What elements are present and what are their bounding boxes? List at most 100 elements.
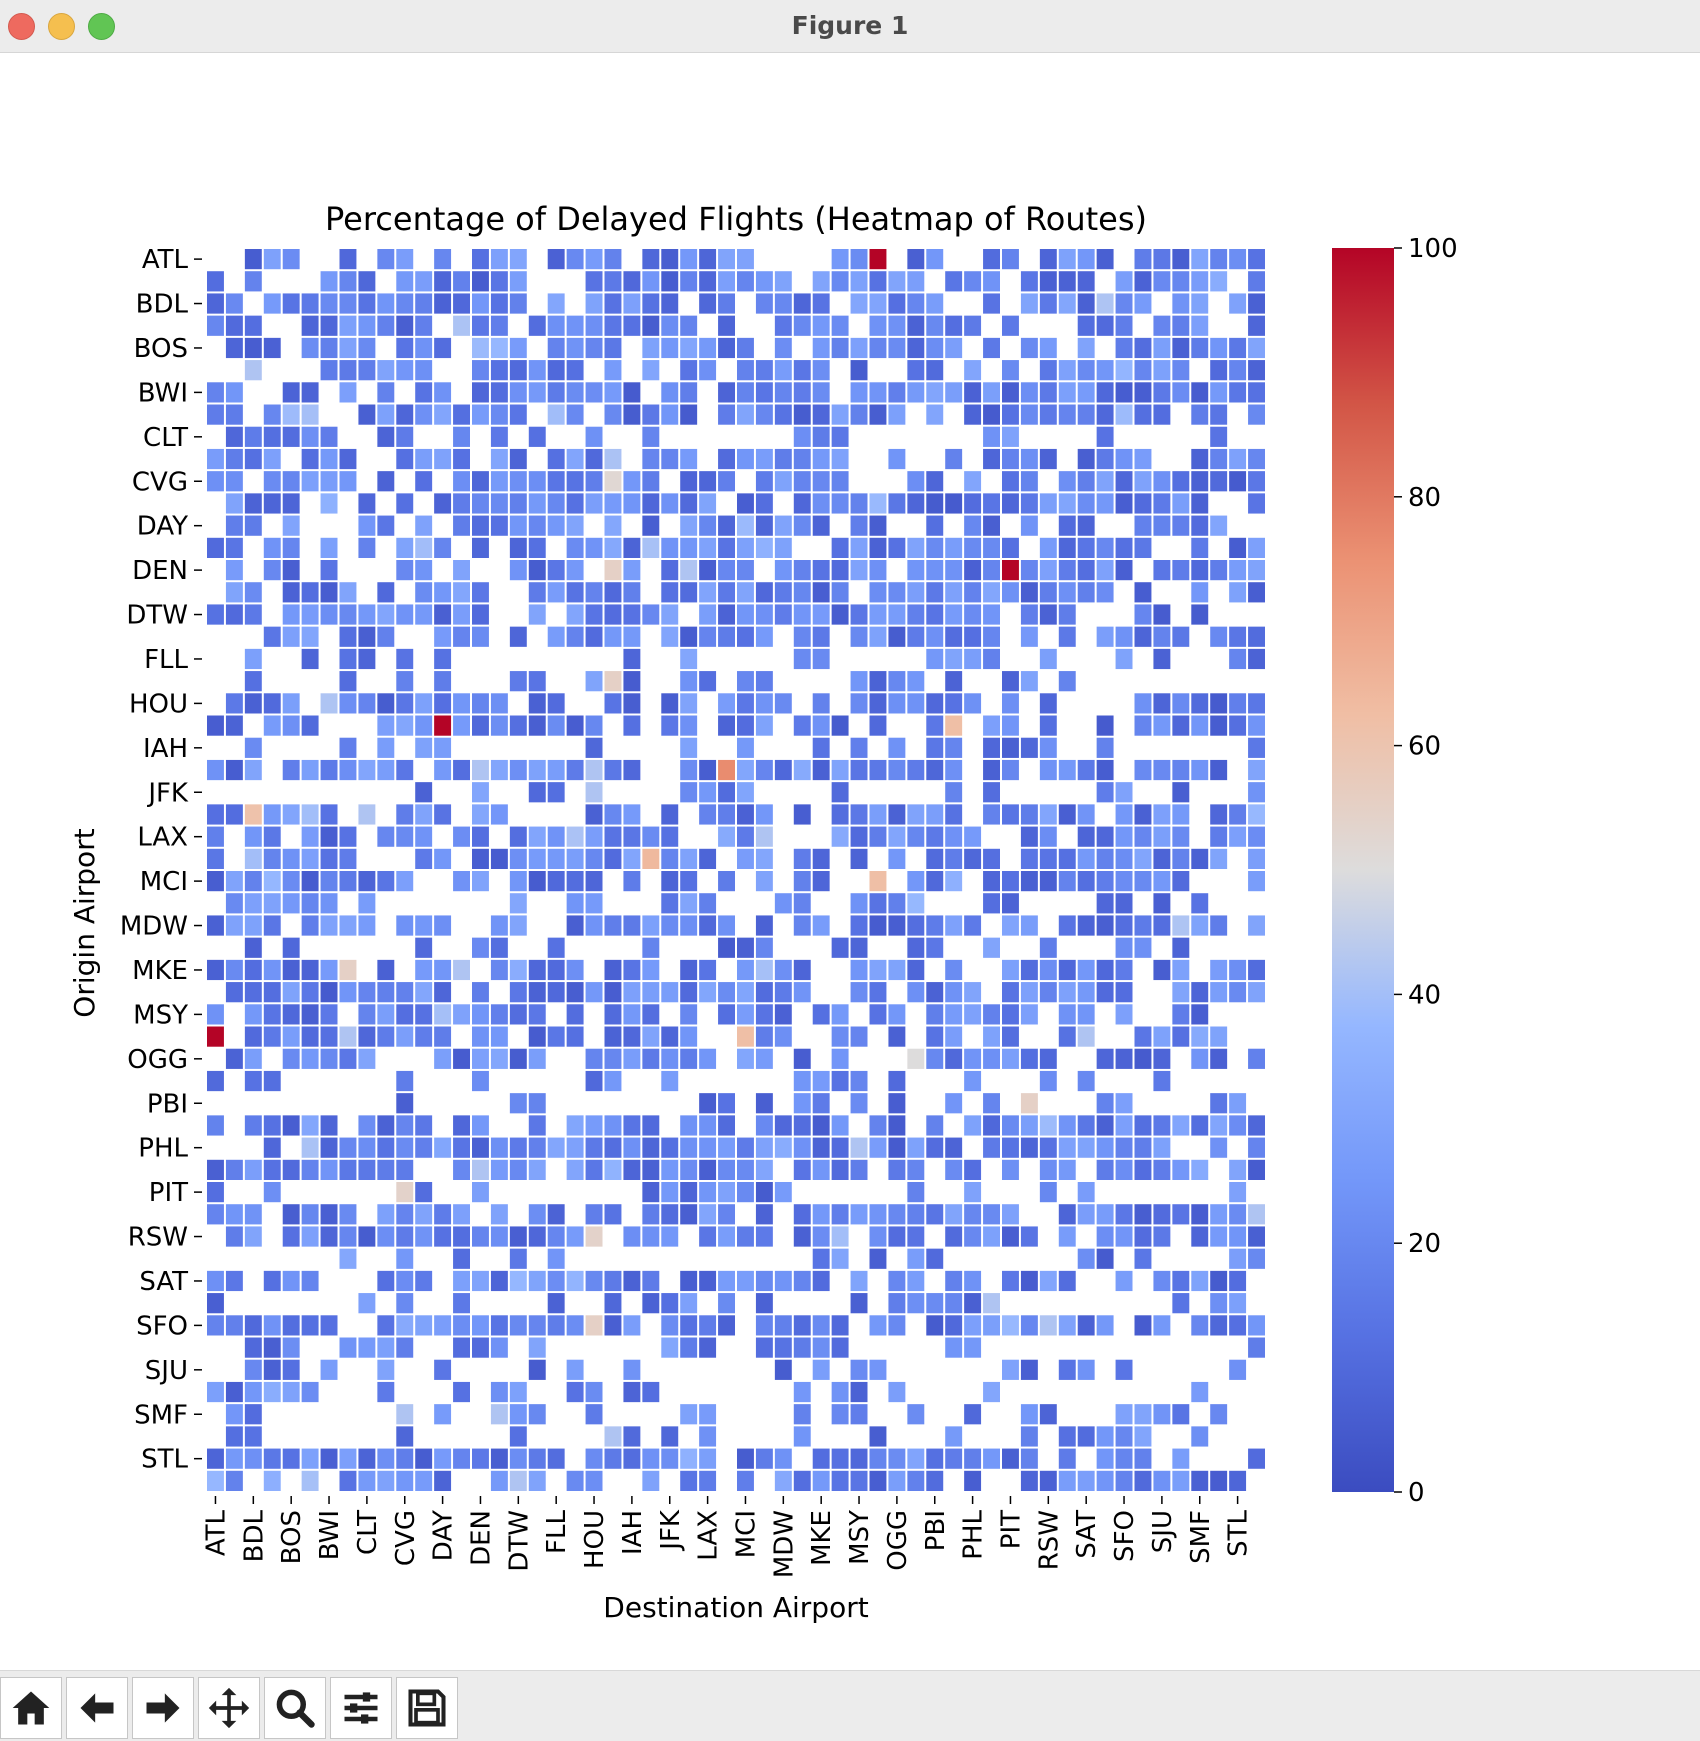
heatmap-cell [282, 1381, 300, 1403]
heatmap-cell [1115, 959, 1133, 981]
heatmap-cell [888, 1270, 906, 1292]
heatmap-cell [1134, 493, 1152, 514]
heatmap-cell [1077, 959, 1095, 981]
y-tick-label: ATL [142, 245, 189, 275]
heatmap-cell [1020, 448, 1038, 470]
heatmap-cell [1172, 1004, 1190, 1025]
heatmap-cell [907, 804, 925, 825]
heatmap-cell [812, 1470, 830, 1491]
heatmap-cell [737, 493, 754, 514]
heatmap-cell [207, 715, 224, 736]
heatmap-cell [1039, 271, 1057, 292]
heatmap-cell [680, 1293, 698, 1314]
heatmap-cell [547, 1293, 565, 1314]
heatmap-cell [263, 493, 281, 514]
heatmap-cell [509, 1404, 527, 1425]
heatmap-cell [831, 471, 849, 492]
heatmap-cell [1077, 804, 1095, 825]
heatmap-cell [1210, 759, 1228, 781]
heatmap-cell [1096, 759, 1114, 781]
forward-button[interactable] [132, 1677, 194, 1739]
heatmap-cell [604, 582, 622, 603]
heatmap-cell [888, 959, 906, 981]
heatmap-cell [1248, 271, 1265, 292]
heatmap-cell [1248, 448, 1265, 470]
heatmap-cell [358, 648, 376, 670]
heatmap-cell [1002, 1004, 1019, 1025]
heatmap-cell [680, 1048, 698, 1069]
heatmap-cell [339, 871, 357, 892]
heatmap-cell [623, 626, 641, 647]
heatmap-cell [1077, 249, 1095, 270]
heatmap-cell [907, 337, 925, 359]
close-window-button[interactable] [8, 13, 35, 40]
heatmap-cell [396, 537, 414, 558]
back-button[interactable] [66, 1677, 128, 1739]
heatmap-cell [509, 1048, 527, 1069]
heatmap-cell [661, 315, 679, 336]
heatmap-cell [964, 1470, 982, 1491]
heatmap-cell [1248, 1137, 1265, 1158]
heatmap-cell [945, 715, 963, 736]
heatmap-cell [604, 826, 622, 847]
heatmap-cell [642, 1270, 660, 1292]
heatmap-cell [263, 471, 281, 492]
heatmap-cell [490, 337, 508, 359]
heatmap-cell [320, 315, 338, 336]
heatmap-cell [1248, 1204, 1265, 1225]
minimize-window-button[interactable] [48, 13, 75, 40]
heatmap-cell [718, 1115, 735, 1136]
heatmap-cell [263, 1337, 281, 1358]
zoom-button[interactable] [264, 1677, 326, 1739]
heatmap-cell [869, 271, 887, 292]
heatmap-cell [339, 249, 357, 270]
configure-subplots-button[interactable] [330, 1677, 392, 1739]
heatmap-cell [263, 715, 281, 736]
heatmap-cell [490, 1159, 508, 1180]
pan-button[interactable] [198, 1677, 260, 1739]
heatmap-cell [793, 848, 811, 869]
heatmap-cell [1096, 1426, 1114, 1447]
heatmap-cell [1210, 515, 1228, 536]
heatmap-cell [888, 693, 906, 714]
heatmap-cell [755, 1337, 773, 1358]
x-tick-label: MCI [731, 1510, 761, 1558]
heatmap-cell [1002, 1359, 1019, 1380]
heatmap-cell [566, 1359, 584, 1380]
x-tick-label: PBI [921, 1510, 951, 1551]
heatmap-cell [1172, 804, 1190, 825]
heatmap-cell [1096, 249, 1114, 270]
heatmap-cell [1191, 537, 1209, 558]
heatmap-cell [1153, 471, 1171, 492]
heatmap-cell [207, 404, 224, 425]
home-button[interactable] [0, 1677, 62, 1739]
heatmap-cell [604, 360, 622, 381]
heatmap-cell [490, 915, 508, 936]
heatmap-cell [812, 404, 830, 425]
heatmap-cell [1115, 537, 1133, 558]
heatmap-cell [509, 1315, 527, 1336]
heatmap-cell [964, 1270, 982, 1292]
heatmap-cell [850, 360, 868, 381]
heatmap-cell [1002, 1159, 1019, 1180]
heatmap-cell [434, 448, 452, 470]
heatmap-cell [964, 471, 982, 492]
heatmap-cell [566, 915, 584, 936]
heatmap-cell [623, 1226, 641, 1247]
heatmap-cell [509, 893, 527, 914]
heatmap-cell [661, 848, 679, 869]
heatmap-cell [396, 448, 414, 470]
heatmap-cell [472, 249, 489, 270]
heatmap-cell [207, 1270, 224, 1292]
heatmap-cell [680, 982, 698, 1003]
heatmap-cell [945, 382, 963, 403]
heatmap-cell [1115, 1470, 1133, 1491]
heatmap-cell [528, 1404, 546, 1425]
heatmap-cell [1210, 1093, 1228, 1114]
heatmap-cell [1248, 249, 1265, 270]
heatmap-cell [680, 1182, 698, 1203]
heatmap-cell [964, 1115, 982, 1136]
save-button[interactable] [396, 1677, 458, 1739]
maximize-window-button[interactable] [88, 13, 115, 40]
heatmap-cell [1172, 626, 1190, 647]
